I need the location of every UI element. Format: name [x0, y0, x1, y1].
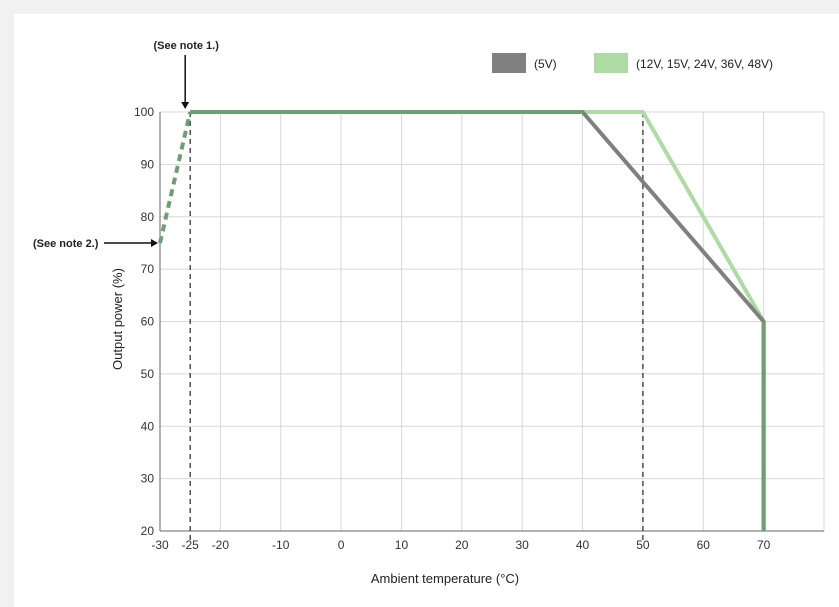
legend-swatch: [594, 53, 628, 73]
y-tick-label: 50: [141, 367, 155, 381]
y-tick-label: 20: [141, 524, 155, 538]
series-lines: [158, 110, 766, 531]
y-tick-label: 60: [141, 315, 155, 329]
x-tick-label: 0: [338, 538, 345, 552]
legend-label: (5V): [534, 57, 557, 71]
legend-swatch: [492, 53, 526, 73]
y-tick-label: 40: [141, 419, 155, 433]
legend-label: (12V, 15V, 24V, 36V, 48V): [636, 57, 773, 71]
y-tick-label: 100: [134, 105, 154, 119]
reference-lines: [189, 112, 644, 541]
x-tick-label: 50: [636, 538, 650, 552]
x-tick-label: 30: [516, 538, 530, 552]
x-tick-label: -25: [182, 538, 200, 552]
note-1-label: (See note 1.): [153, 40, 219, 52]
x-tick-label: 70: [757, 538, 771, 552]
x-tick-label: -30: [151, 538, 169, 552]
y-axis-title: Output power (%): [110, 268, 125, 370]
x-tick-label: -10: [272, 538, 290, 552]
tick-labels: -30 -25 -20 -10 0 10 20 30 40 50 60 70 20 30 40 50 60 70 8…: [134, 105, 771, 552]
x-tick-label: 40: [576, 538, 590, 552]
y-tick-label: 80: [141, 210, 155, 224]
legend: (5V) (12V, 15V, 24V, 36V, 48V): [492, 53, 773, 73]
dashed-series-line: [158, 111, 193, 244]
note-2-arrowhead: [151, 238, 158, 247]
note-1-arrowhead: [181, 102, 190, 109]
annotations: (See note 1.) (See note 2.): [33, 40, 219, 250]
x-tick-label: 20: [455, 538, 469, 552]
x-axis-title: Ambient temperature (°C): [371, 571, 519, 586]
y-tick-label: 90: [141, 157, 155, 171]
x-tick-label: -20: [212, 538, 230, 552]
y-tick-label: 70: [141, 262, 155, 276]
grid: [159, 111, 825, 532]
x-tick-label: 10: [395, 538, 409, 552]
note-2-label: (See note 2.): [33, 238, 99, 250]
chart-card: -30 -25 -20 -10 0 10 20 30 40 50 60 70 20 30 40 50 60 70 8…: [14, 14, 839, 607]
derating-chart: -30 -25 -20 -10 0 10 20 30 40 50 60 70 20 30 40 50 60 70 8…: [33, 40, 825, 586]
y-tick-label: 30: [141, 472, 155, 486]
x-tick-label: 60: [697, 538, 711, 552]
